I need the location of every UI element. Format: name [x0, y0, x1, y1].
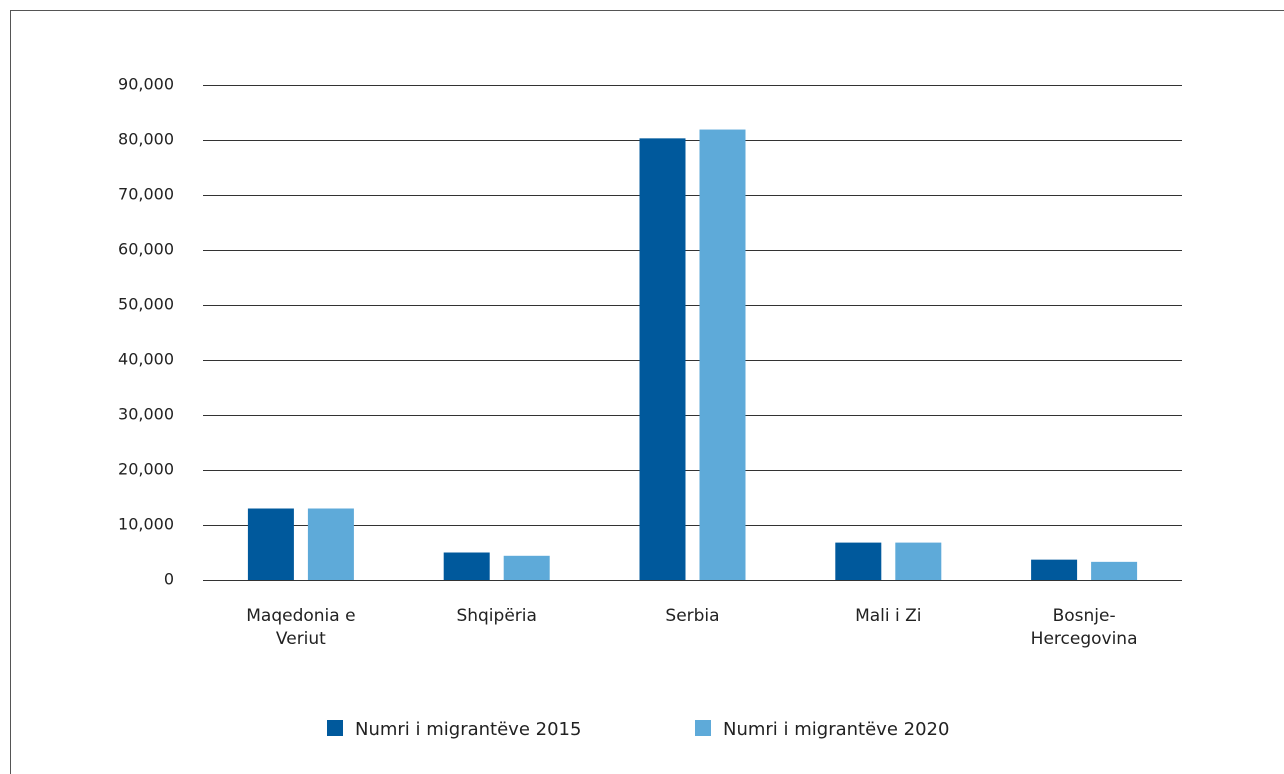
y-tick-label: 10,000	[118, 515, 174, 534]
x-tick-label: Serbia	[665, 606, 720, 626]
legend-label: Numri i migrantëve 2015	[355, 719, 581, 740]
x-tick-label: Maqedonia e Veriut	[246, 606, 356, 649]
y-tick-label: 80,000	[118, 130, 174, 149]
legend-label: Numri i migrantëve 2020	[723, 719, 949, 740]
bar	[307, 508, 354, 580]
bar	[1031, 559, 1078, 580]
bar	[443, 552, 490, 580]
y-tick-label: 50,000	[118, 295, 174, 314]
y-tick-label: 30,000	[118, 405, 174, 424]
y-tick-label: 60,000	[118, 240, 174, 259]
y-tick-label: 70,000	[118, 185, 174, 204]
legend-swatch	[327, 720, 343, 736]
bar	[247, 508, 294, 580]
bar	[699, 129, 746, 581]
bar	[835, 542, 882, 580]
y-tick-label: 90,000	[118, 75, 174, 94]
legend-swatch	[695, 720, 711, 736]
frame	[10, 10, 1284, 774]
bar	[1091, 561, 1138, 580]
x-tick-label: Mali i Zi	[855, 606, 922, 626]
y-tick-label: 20,000	[118, 460, 174, 479]
bar	[639, 138, 686, 580]
y-tick-label: 40,000	[118, 350, 174, 369]
x-tick-label: Shqipëria	[456, 606, 537, 626]
bar	[895, 542, 942, 580]
x-tick-label: Bosnje-Hercegovina	[1030, 606, 1138, 649]
bar	[503, 555, 550, 580]
y-tick-label: 0	[164, 570, 174, 589]
